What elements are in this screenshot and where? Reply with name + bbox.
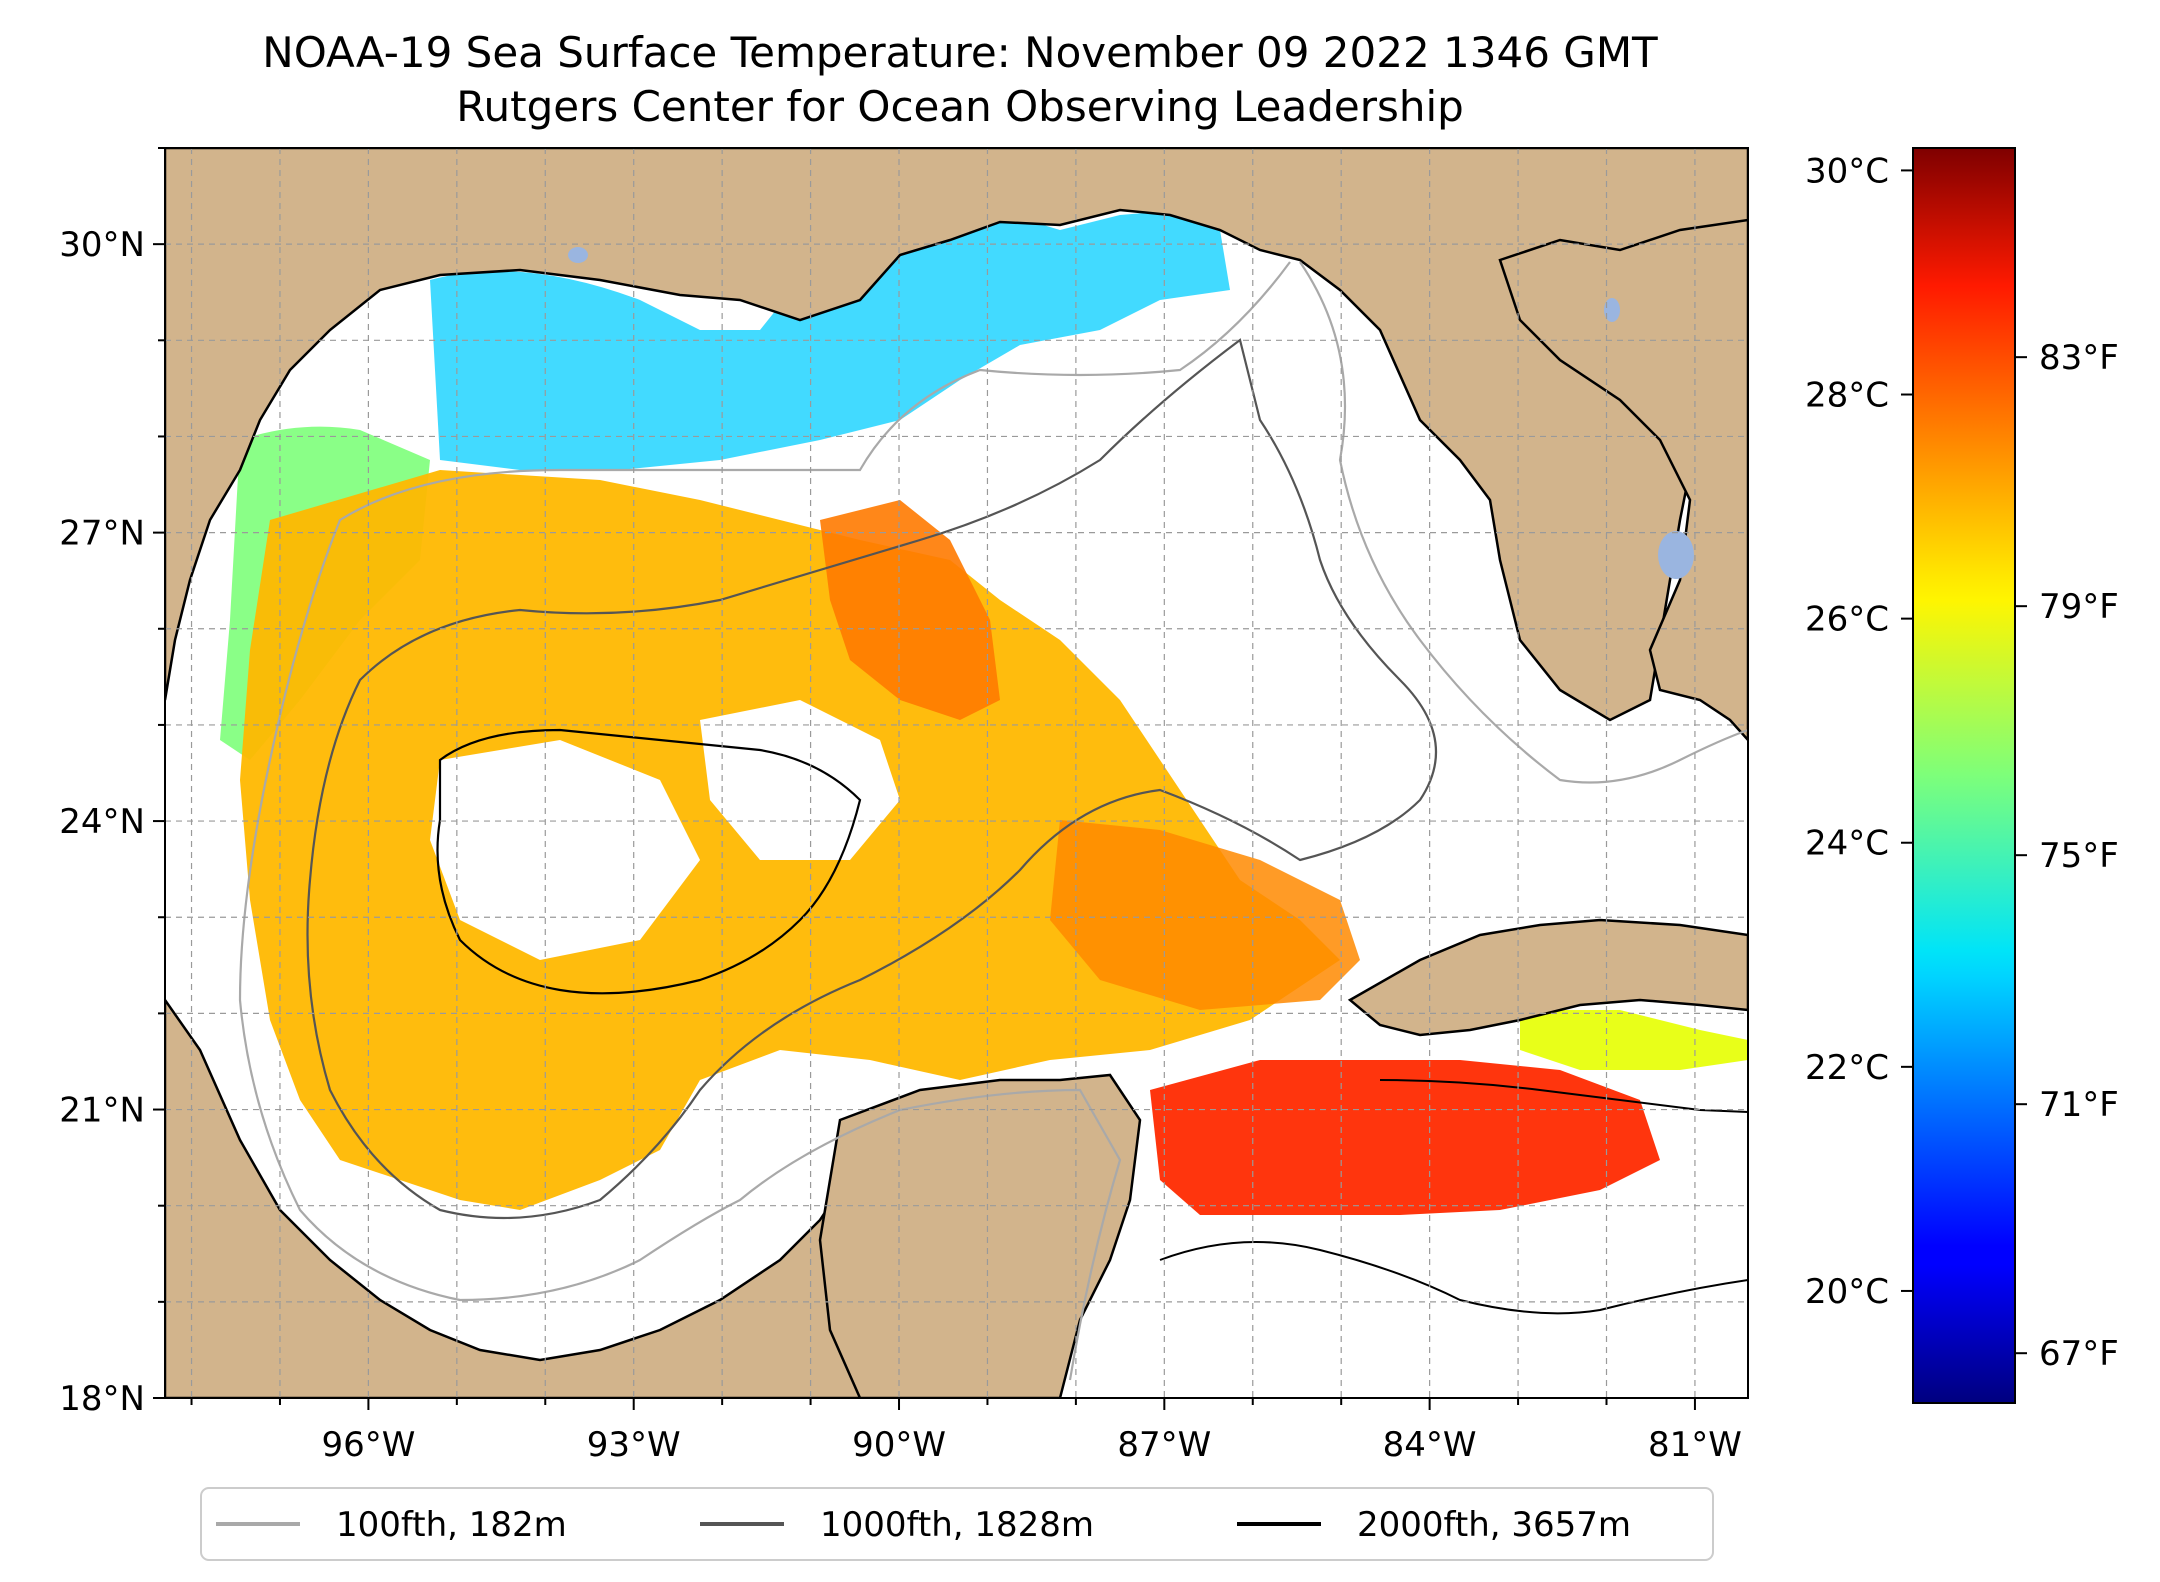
lake-texas [568, 247, 588, 263]
legend-label: 1000fth, 1828m [820, 1505, 1094, 1545]
lon-tick-label: 81°W [1648, 1425, 1742, 1465]
celsius-tick-label: 24°C [1805, 824, 1889, 864]
fahrenheit-tick-label: 75°F [2039, 836, 2119, 876]
sst-yucatan-warm [1150, 1060, 1660, 1215]
celsius-tick-label: 30°C [1805, 151, 1889, 191]
contour-1000fth [306, 338, 1438, 1220]
celsius-tick-label: 20°C [1805, 1272, 1889, 1312]
land-florida [1498, 218, 1748, 742]
contour-100fth [238, 261, 1291, 1381]
sst-loop-current-orange [820, 500, 1000, 720]
colorbar: 30°C 28°C 26°C 24°C 22°C 20°C 83°F 79°F 75°F 71°… [1805, 147, 2119, 1404]
colorbar-fahrenheit-axis: 83°F 79°F 75°F 71°F 67°F [2015, 338, 2119, 1374]
map-title: NOAA-19 Sea Surface Temperature: Novembe… [262, 28, 1658, 77]
lon-tick-label: 84°W [1383, 1425, 1477, 1465]
colorbar-gradient [1912, 147, 2016, 1404]
longitude-axis: 96°W 93°W 90°W 87°W 84°W 81°W [190, 1398, 1742, 1465]
legend-box [200, 1487, 1714, 1561]
bathymetry-contours [238, 261, 1748, 1381]
lon-tick-label: 87°W [1117, 1425, 1211, 1465]
latitude-axis: 30°N 27°N 24°N 21°N 18°N [59, 147, 165, 1419]
cloud-mask-center [700, 700, 900, 860]
fahrenheit-tick-label: 79°F [2039, 587, 2119, 627]
contour-100fth-florida [1299, 261, 1748, 784]
lat-tick-label: 27°N [59, 514, 145, 554]
sst-cuba-north-band [1520, 1010, 1748, 1070]
lakes-layer [568, 247, 1694, 579]
legend-label: 100fth, 182m [336, 1505, 567, 1545]
celsius-tick-label: 28°C [1805, 376, 1889, 416]
sst-southeast-orange [1050, 820, 1360, 1010]
fahrenheit-tick-label: 67°F [2039, 1334, 2119, 1374]
fahrenheit-tick-label: 71°F [2039, 1085, 2119, 1125]
legend-label: 2000fth, 3657m [1357, 1505, 1631, 1545]
contour-2000fth-florida-strait [1379, 1079, 1748, 1113]
lake-okeechobee [1658, 531, 1694, 579]
cloud-mask-west [430, 740, 700, 960]
lat-tick-label: 30°N [59, 225, 145, 265]
land-yucatan [818, 1073, 1142, 1398]
lon-tick-label: 96°W [321, 1425, 415, 1465]
contour-2000fth [436, 728, 862, 995]
map-frame [164, 147, 1749, 1399]
lake-florida-north [1604, 298, 1620, 322]
celsius-tick-label: 26°C [1805, 600, 1889, 640]
lat-tick-label: 24°N [59, 802, 145, 842]
lat-tick-label: 18°N [59, 1379, 145, 1419]
celsius-tick-label: 22°C [1805, 1048, 1889, 1088]
land-cuba [1347, 918, 1748, 1037]
colorbar-celsius-axis: 30°C 28°C 26°C 24°C 22°C 20°C [1805, 151, 1913, 1312]
lat-tick-label: 21°N [59, 1091, 145, 1131]
contour-2000fth-south [1159, 1241, 1748, 1315]
land-us-texas-louisiana [165, 148, 1748, 722]
lon-tick-label: 90°W [852, 1425, 946, 1465]
map-panel: 96°W 93°W 90°W 87°W 84°W 81°W 30°N 27°N 24°N 21°… [59, 147, 1749, 1465]
lon-tick-label: 93°W [587, 1425, 681, 1465]
land-layer [165, 148, 1748, 1398]
fahrenheit-tick-label: 83°F [2039, 338, 2119, 378]
cloud-mask-east [1080, 380, 1400, 720]
map-subtitle: Rutgers Center for Ocean Observing Leade… [456, 82, 1464, 131]
bathymetry-legend: 100fth, 182m 1000fth, 1828m 2000fth, 3657m [200, 1487, 1714, 1561]
